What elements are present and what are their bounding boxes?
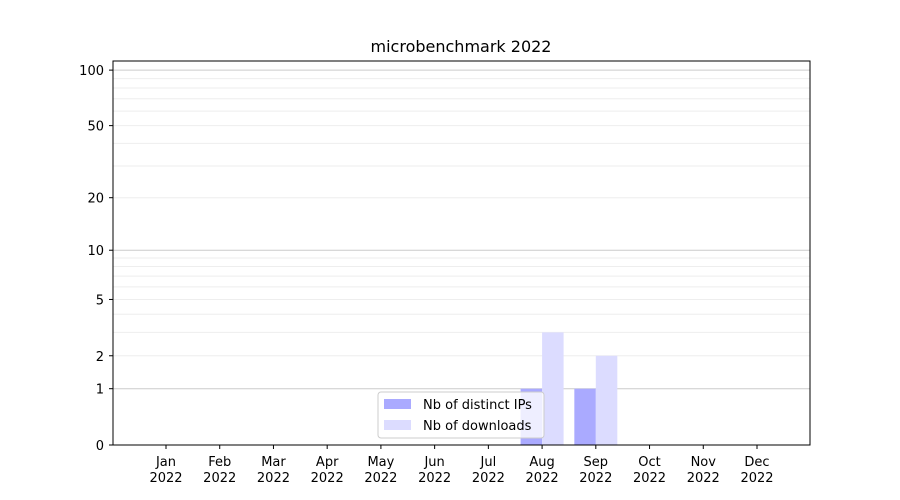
y-tick-label: 20	[87, 192, 104, 207]
x-tick-label: Aug 2022	[526, 455, 559, 486]
x-tick-label: Oct 2022	[633, 455, 666, 486]
bar-downloads	[595, 355, 618, 445]
legend-label: Nb of distinct IPs	[423, 398, 532, 413]
y-tick-label: 0	[96, 439, 104, 454]
x-tick-label: Jun 2022	[418, 455, 451, 486]
bar-distinct-ips	[574, 388, 596, 445]
y-tick-label: 5	[96, 293, 104, 308]
legend-box	[377, 391, 545, 439]
x-tick-label: May 2022	[364, 455, 397, 486]
chart-title: microbenchmark 2022	[371, 37, 552, 56]
legend-swatch	[384, 420, 411, 430]
x-tick-label: Dec 2022	[740, 455, 773, 486]
y-tick-label: 100	[79, 64, 104, 79]
legend: Nb of distinct IPs Nb of downloads	[377, 391, 545, 439]
y-tick-label: 1	[96, 383, 104, 398]
x-tick-label: Apr 2022	[311, 455, 344, 486]
y-tick-label: 2	[96, 350, 104, 365]
bar-downloads	[542, 332, 564, 445]
x-tick-label: Jan 2022	[149, 455, 182, 486]
x-tick-label: Feb 2022	[203, 455, 236, 486]
x-tick-label: Sep 2022	[579, 455, 612, 486]
y-tick-label: 10	[87, 244, 104, 259]
legend-label: Nb of downloads	[423, 419, 532, 434]
y-tick-label: 50	[87, 120, 104, 135]
x-tick-label: Mar 2022	[257, 455, 290, 486]
x-tick-label: Nov 2022	[687, 455, 720, 486]
legend-swatch	[384, 399, 411, 409]
x-tick-label: Jul 2022	[472, 455, 505, 486]
plot-frame	[112, 60, 811, 446]
